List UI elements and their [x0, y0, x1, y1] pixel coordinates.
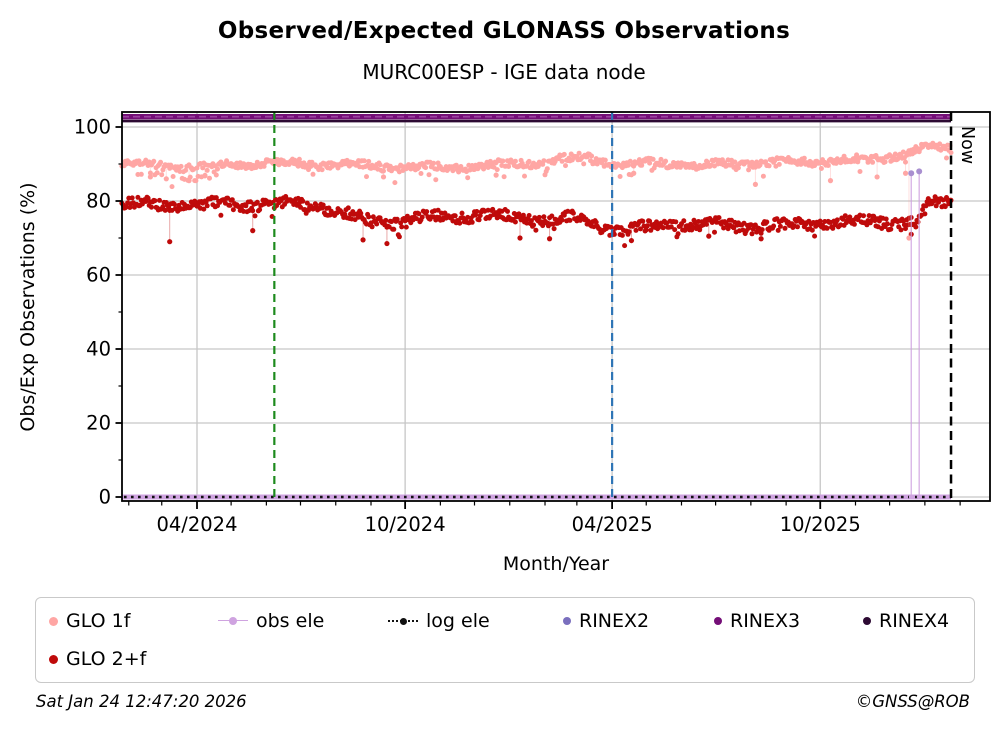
- legend-label: RINEX2: [579, 610, 650, 632]
- y-tick-label: 20: [86, 412, 111, 435]
- chart-subtitle: MURC00ESP - IGE data node: [362, 60, 646, 84]
- legend-label: log ele: [426, 610, 490, 632]
- legend-item-log-ele: log ele: [388, 608, 490, 634]
- chart-title: Observed/Expected GLONASS Observations: [217, 18, 791, 44]
- plot-timestamp: Sat Jan 24 12:47:20 2026: [36, 692, 247, 711]
- legend-label: obs ele: [256, 610, 325, 632]
- y-tick-label: 80: [86, 190, 111, 213]
- now-label: Now: [957, 126, 977, 164]
- rinex4-legend-marker: [863, 617, 871, 625]
- series-glo-1f: [119, 140, 954, 241]
- legend-item-obs-ele: obs ele: [218, 608, 324, 634]
- plot-frame: [121, 111, 991, 502]
- legend-label: RINEX4: [879, 610, 950, 632]
- obs-ele-legend-marker: [218, 616, 248, 626]
- legend-item-glo-2-f: GLO 2+f: [49, 646, 146, 672]
- legend-item-rinex2: RINEX2: [563, 608, 649, 634]
- chart-legend: GLO 1f obs ele log ele RINEX2 RINEX3 RINEX4 GL…: [35, 597, 975, 683]
- series-glo-2f: [119, 194, 954, 249]
- legend-item-rinex4: RINEX4: [863, 608, 949, 634]
- y-tick-label: 60: [86, 264, 111, 287]
- x-tick-label: 04/2025: [572, 513, 653, 536]
- legend-label: GLO 1f: [66, 610, 131, 632]
- legend-label: GLO 2+f: [66, 648, 147, 670]
- rinex2-legend-marker: [563, 617, 571, 625]
- x-tick-label: 10/2025: [780, 513, 861, 536]
- glo-2-f-legend-marker: [49, 654, 58, 664]
- x-tick-label: 04/2024: [156, 513, 237, 536]
- copyright-credit: ©GNSS@ROB: [855, 692, 970, 711]
- y-tick-label: 0: [99, 486, 111, 509]
- glo-1f-legend-marker: [49, 616, 58, 626]
- x-axis-label: Month/Year: [502, 553, 610, 575]
- log-ele-legend-marker: [388, 616, 418, 626]
- rinex3-legend-marker: [714, 617, 722, 625]
- legend-item-glo-1f: GLO 1f: [49, 608, 130, 634]
- legend-label: RINEX3: [730, 610, 801, 632]
- y-tick-label: 100: [74, 116, 111, 139]
- y-tick-label: 40: [86, 338, 111, 361]
- x-tick-label: 10/2024: [365, 513, 446, 536]
- legend-item-rinex3: RINEX3: [714, 608, 800, 634]
